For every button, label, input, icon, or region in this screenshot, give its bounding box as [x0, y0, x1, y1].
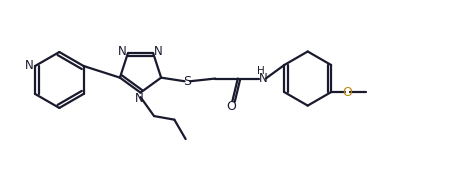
Text: N: N: [25, 59, 34, 72]
Text: N: N: [135, 91, 143, 104]
Text: N: N: [259, 72, 268, 85]
Text: O: O: [227, 100, 237, 113]
Text: N: N: [154, 45, 163, 58]
Text: S: S: [183, 75, 191, 88]
Text: H: H: [257, 66, 265, 76]
Text: N: N: [118, 45, 127, 58]
Text: O: O: [342, 86, 352, 99]
